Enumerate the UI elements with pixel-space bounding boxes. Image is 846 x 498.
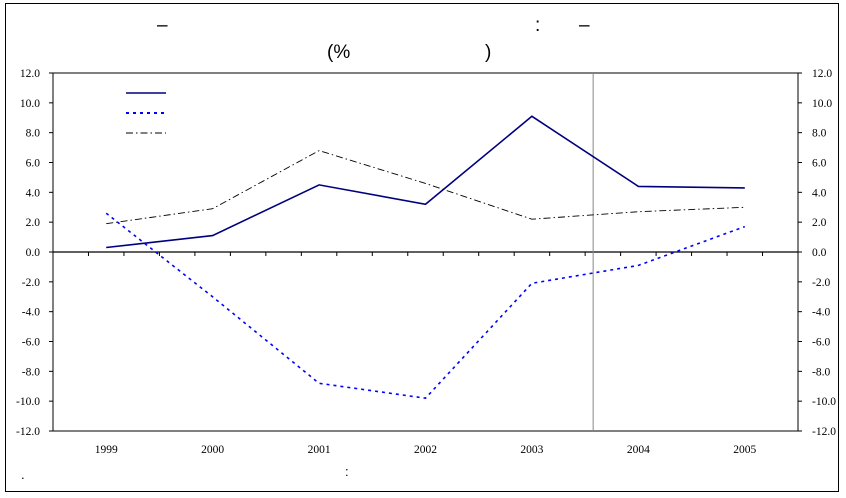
series-layer	[105, 115, 746, 400]
title-dash-left: –	[157, 15, 168, 36]
y-tick-label-right: -10.0	[812, 396, 836, 408]
y-tick-label-left: 8.0	[26, 128, 41, 140]
y-tick-label-left: -4.0	[22, 307, 40, 319]
x-tick-label: 2004	[627, 444, 650, 456]
title-paren-close: )	[485, 42, 491, 63]
y-tick-label-left: -12.0	[16, 426, 40, 438]
series-line-dotted	[105, 212, 746, 400]
title-colon: :	[535, 15, 540, 36]
y-tick-label-left: -2.0	[22, 277, 40, 289]
source-note-colon: :	[345, 464, 349, 479]
series-line-dashdot	[106, 150, 745, 225]
y-tick-label-right: 2.0	[812, 217, 827, 229]
y-tick-label-right: 4.0	[812, 187, 827, 199]
y-tick-label-right: -2.0	[812, 277, 830, 289]
y-tick-label-left: 12.0	[20, 68, 40, 80]
x-tick-label: 2001	[308, 444, 331, 456]
source-note-dot: .	[21, 467, 25, 482]
x-tick-label: 2002	[414, 444, 437, 456]
x-tick-label: 2005	[733, 444, 756, 456]
y-tick-label-right: 6.0	[812, 158, 827, 170]
series-line-solid	[106, 115, 745, 249]
y-tick-label-left: 2.0	[26, 217, 41, 229]
y-tick-label-left: -6.0	[22, 337, 40, 349]
x-tick-label: 1999	[95, 444, 118, 456]
y-tick-label-left: 0.0	[26, 247, 41, 259]
y-tick-label-right: -8.0	[812, 366, 830, 378]
title-paren-open: (%	[327, 42, 350, 63]
x-tick-label: 2003	[520, 444, 543, 456]
x-tick-label: 2000	[201, 444, 224, 456]
y-tick-label-left: -8.0	[22, 366, 40, 378]
legend	[126, 92, 166, 134]
y-tick-label-right: -4.0	[812, 307, 830, 319]
y-tick-label-right: 8.0	[812, 128, 827, 140]
axes: 12.0 12.0 10.0 10.0 8.0 8.0 6.0 6.0 4.0 4.0 2.0 2.0…	[16, 68, 836, 456]
y-tick-label-right: 10.0	[812, 98, 832, 110]
y-tick-label-left: 6.0	[26, 158, 41, 170]
y-tick-label-right: -6.0	[812, 337, 830, 349]
y-tick-label-right: -12.0	[812, 426, 836, 438]
y-tick-label-left: 4.0	[26, 187, 41, 199]
y-tick-label-left: 10.0	[20, 98, 40, 110]
y-tick-label-left: -10.0	[16, 396, 40, 408]
y-tick-label-right: 0.0	[812, 247, 827, 259]
title-dash-right: –	[579, 15, 590, 36]
y-tick-label-right: 12.0	[812, 68, 832, 80]
chart-frame	[5, 3, 839, 492]
